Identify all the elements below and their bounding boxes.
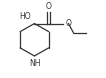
Text: O: O — [46, 2, 52, 11]
Text: O: O — [66, 19, 71, 28]
Text: HO: HO — [19, 12, 31, 21]
Text: NH: NH — [30, 59, 41, 68]
